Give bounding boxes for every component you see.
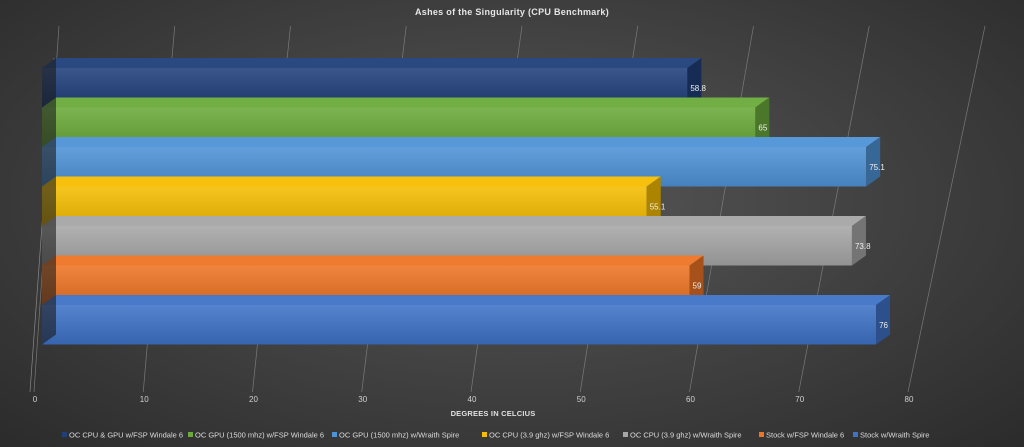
data-label: 73.8 (855, 242, 871, 251)
x-tick-label: 60 (686, 395, 695, 404)
legend-item: Stock w/FSP Windale 6 (759, 431, 844, 440)
bar-top-face (42, 216, 866, 226)
legend-item: OC CPU (3.9 ghz) w/Wraith Spire (623, 431, 742, 440)
bar-side-face (876, 295, 891, 345)
legend-label: OC CPU (3.9 ghz) w/FSP Windale 6 (489, 431, 609, 440)
bar-top-face (42, 176, 661, 187)
bar-front-face (42, 305, 877, 345)
legend-swatch (623, 432, 628, 437)
x-tick-label: 40 (468, 395, 477, 404)
legend-label: OC CPU (3.9 ghz) w/Wraith Spire (630, 431, 742, 440)
x-axis-title: DEGREES IN CELCIUS (451, 409, 536, 418)
legend-item: Stock w/Wraith Spire (853, 431, 929, 440)
x-tick-label: 70 (795, 395, 804, 404)
axis-depth-edge (42, 58, 56, 345)
data-label: 59 (693, 281, 702, 290)
bar-side-face (687, 58, 702, 108)
legend-swatch (853, 432, 858, 437)
x-axis-ticks: 0 10 20 30 40 50 60 70 80 (33, 395, 914, 404)
data-label: 75.1 (869, 163, 885, 172)
legend-item: OC CPU (3.9 ghz) w/FSP Windale 6 (482, 431, 609, 440)
bar-side-face (851, 216, 866, 266)
legend-item: OC CPU & GPU w/FSP Windale 6 (62, 431, 183, 440)
bar-top-face (42, 255, 704, 266)
x-tick-label: 0 (33, 395, 38, 404)
legend-label: OC CPU & GPU w/FSP Windale 6 (69, 431, 183, 440)
bars: 58.8 65 75.1 55.1 73.8 59 76 (42, 58, 891, 345)
x-tick-label: 80 (905, 395, 914, 404)
x-tick-label: 50 (577, 395, 586, 404)
data-label: 65 (758, 123, 767, 132)
legend-swatch (759, 432, 764, 437)
bar-top-face (42, 295, 891, 305)
bar-top-face (42, 137, 881, 147)
bar-side-face (689, 255, 704, 305)
legend-label: OC GPU (1500 mhz) w/Wraith Spire (339, 431, 459, 440)
legend-item: OC GPU (1500 mhz) w/Wraith Spire (332, 431, 459, 440)
data-label: 55.1 (650, 202, 666, 211)
x-tick-label: 20 (249, 395, 258, 404)
x-tick-label: 10 (140, 395, 149, 404)
gridline (907, 25, 986, 393)
data-label: 76 (879, 321, 888, 330)
bar-side-face (866, 137, 881, 187)
legend-swatch (62, 432, 67, 437)
bar-top-face (42, 58, 702, 68)
legend-swatch (332, 432, 337, 437)
legend-item: OC GPU (1500 mhz) w/FSP Windale 6 (188, 431, 324, 440)
bar-side-face (755, 97, 770, 147)
bar-side-face (646, 176, 661, 226)
bar: 76 (42, 295, 891, 345)
legend-label: Stock w/Wraith Spire (860, 431, 929, 440)
legend: OC CPU & GPU w/FSP Windale 6 OC GPU (1500… (62, 431, 929, 440)
legend-label: Stock w/FSP Windale 6 (766, 431, 844, 440)
legend-swatch (482, 432, 487, 437)
data-label: 58.8 (690, 84, 706, 93)
bar-top-face (42, 97, 770, 108)
chart-title: Ashes of the Singularity (CPU Benchmark) (415, 7, 609, 17)
x-tick-label: 30 (358, 395, 367, 404)
legend-label: OC GPU (1500 mhz) w/FSP Windale 6 (195, 431, 324, 440)
legend-swatch (188, 432, 193, 437)
